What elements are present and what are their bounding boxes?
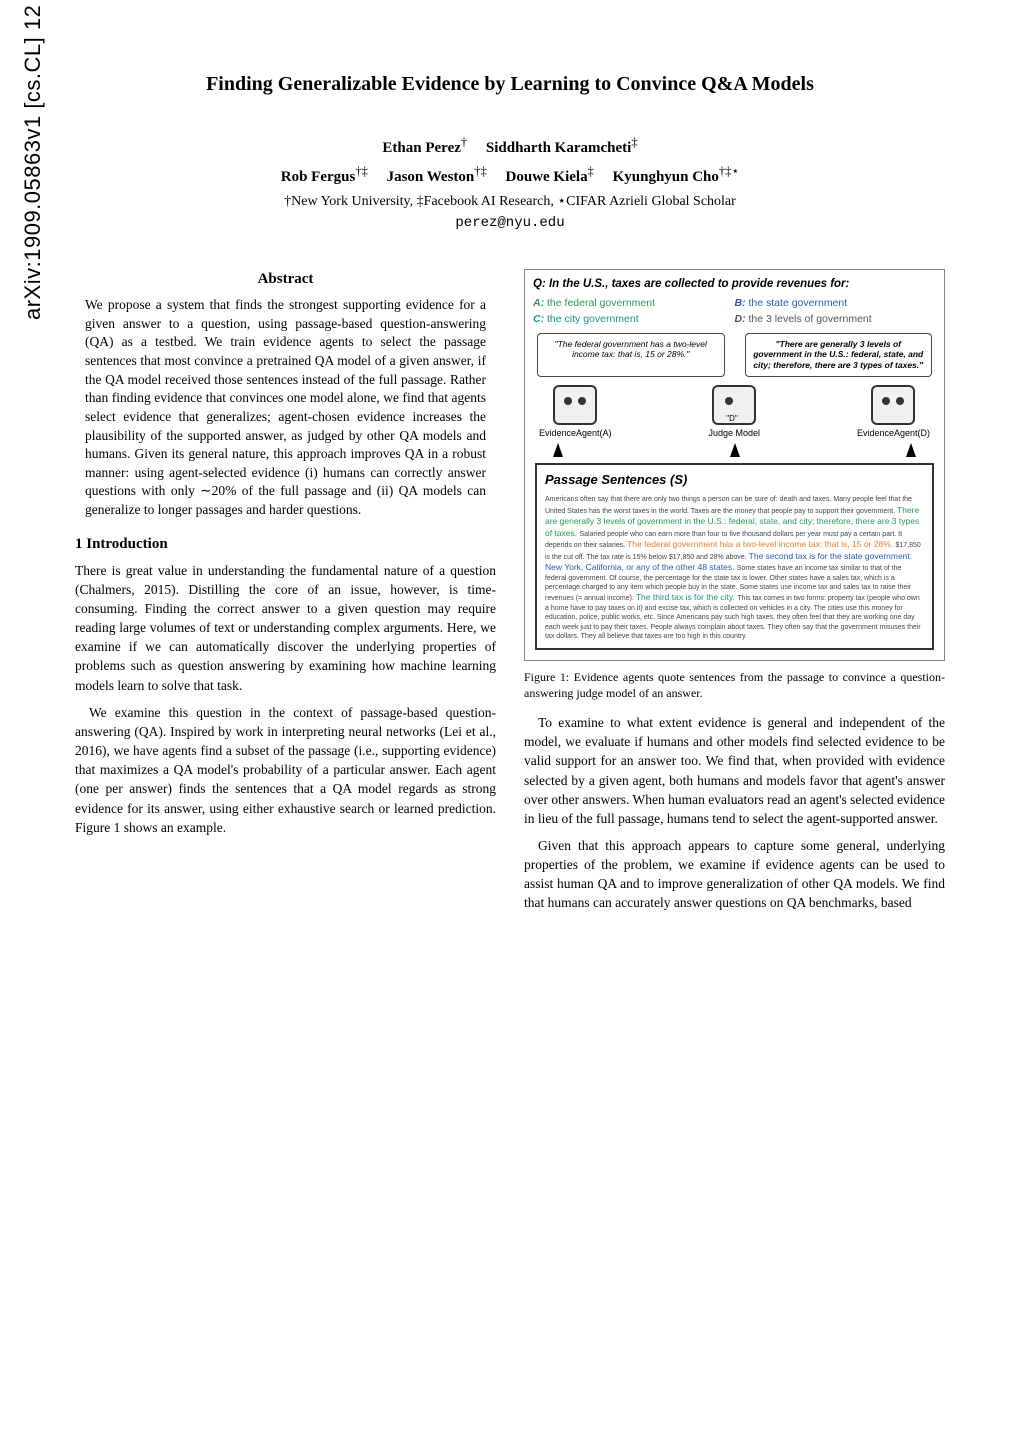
intro-paragraph-2: We examine this question in the context … xyxy=(75,703,496,837)
passage-span: The third tax is for the city. xyxy=(636,592,737,602)
figure-question: Q: In the U.S., taxes are collected to p… xyxy=(533,276,936,292)
robot-icon xyxy=(712,385,756,425)
passage-title: Passage Sentences (S) xyxy=(545,471,924,489)
author-mark: †‡⋆ xyxy=(719,164,739,178)
abstract-heading: Abstract xyxy=(75,269,496,290)
right-paragraph-2: Given that this approach appears to capt… xyxy=(524,836,945,913)
robot-icon xyxy=(871,385,915,425)
figure-caption: Figure 1: Evidence agents quote sentence… xyxy=(524,669,945,701)
author-mark: †‡ xyxy=(355,164,368,178)
figure-1: Q: In the U.S., taxes are collected to p… xyxy=(524,269,945,701)
paper-title: Finding Generalizable Evidence by Learni… xyxy=(75,70,945,98)
authors-line-2: Rob Fergus†‡ Jason Weston†‡ Douwe Kiela‡… xyxy=(75,163,945,188)
author-mark: ‡ xyxy=(631,135,637,149)
evidence-agent-a: EvidenceAgent(A) xyxy=(539,385,612,440)
passage-span: Americans often say that there are only … xyxy=(545,496,912,514)
right-column: Q: In the U.S., taxes are collected to p… xyxy=(524,269,945,920)
passage-box: Passage Sentences (S) Americans often sa… xyxy=(535,463,934,650)
affiliations: †New York University, ‡Facebook AI Resea… xyxy=(75,192,945,212)
judge-label: Judge Model xyxy=(708,427,760,440)
section-heading-intro: 1 Introduction xyxy=(75,534,496,555)
q-label: Q: xyxy=(533,278,546,290)
answer-row-2: C: the city government D: the 3 levels o… xyxy=(533,312,936,327)
author-name: Kyunghyun Cho xyxy=(613,169,719,185)
speech-left: "The federal government has a two-level … xyxy=(537,333,725,377)
arrow-up-icon xyxy=(553,443,563,457)
agent-left-label: EvidenceAgent(A) xyxy=(539,427,612,440)
answer-d: D: the 3 levels of government xyxy=(735,312,937,327)
answer-a: A: the federal government xyxy=(533,296,735,311)
speech-right: "There are generally 3 levels of governm… xyxy=(745,333,933,377)
authors-line-1: Ethan Perez† Siddharth Karamcheti‡ xyxy=(75,134,945,159)
agent-row: EvidenceAgent(A) Judge Model EvidenceAge… xyxy=(539,385,930,440)
q-text: In the U.S., taxes are collected to prov… xyxy=(549,278,849,290)
answer-b: B: the state government xyxy=(735,296,937,311)
evidence-agent-d: EvidenceAgent(D) xyxy=(857,385,930,440)
arrow-up-icon xyxy=(730,443,740,457)
author-mark: † xyxy=(461,135,467,149)
answer-c: C: the city government xyxy=(533,312,735,327)
intro-paragraph-1: There is great value in understanding th… xyxy=(75,561,496,695)
author-name: Siddharth Karamcheti xyxy=(486,140,631,156)
author-name: Rob Fergus xyxy=(281,169,356,185)
arrows-row xyxy=(553,443,916,457)
author-mark: †‡ xyxy=(474,164,487,178)
right-paragraph-1: To examine to what extent evidence is ge… xyxy=(524,713,945,828)
abstract-text: We propose a system that finds the stron… xyxy=(75,296,496,520)
robot-icon xyxy=(553,385,597,425)
agent-right-label: EvidenceAgent(D) xyxy=(857,427,930,440)
figure-box: Q: In the U.S., taxes are collected to p… xyxy=(524,269,945,660)
passage-text: Americans often say that there are only … xyxy=(545,495,924,641)
arrow-up-icon xyxy=(906,443,916,457)
author-name: Ethan Perez xyxy=(382,140,460,156)
answer-row-1: A: the federal government B: the state g… xyxy=(533,296,936,311)
passage-span: The federal government has a two-level i… xyxy=(627,539,895,549)
left-column: Abstract We propose a system that finds … xyxy=(75,269,496,920)
speech-bubbles: "The federal government has a two-level … xyxy=(537,333,932,377)
author-name: Douwe Kiela xyxy=(506,169,588,185)
author-name: Jason Weston xyxy=(387,169,475,185)
author-mark: ‡ xyxy=(588,164,594,178)
contact-email: perez@nyu.edu xyxy=(75,214,945,234)
judge-model: Judge Model xyxy=(708,385,760,440)
arxiv-identifier: arXiv:1909.05863v1 [cs.CL] 12 Sep 2019 xyxy=(18,0,49,320)
